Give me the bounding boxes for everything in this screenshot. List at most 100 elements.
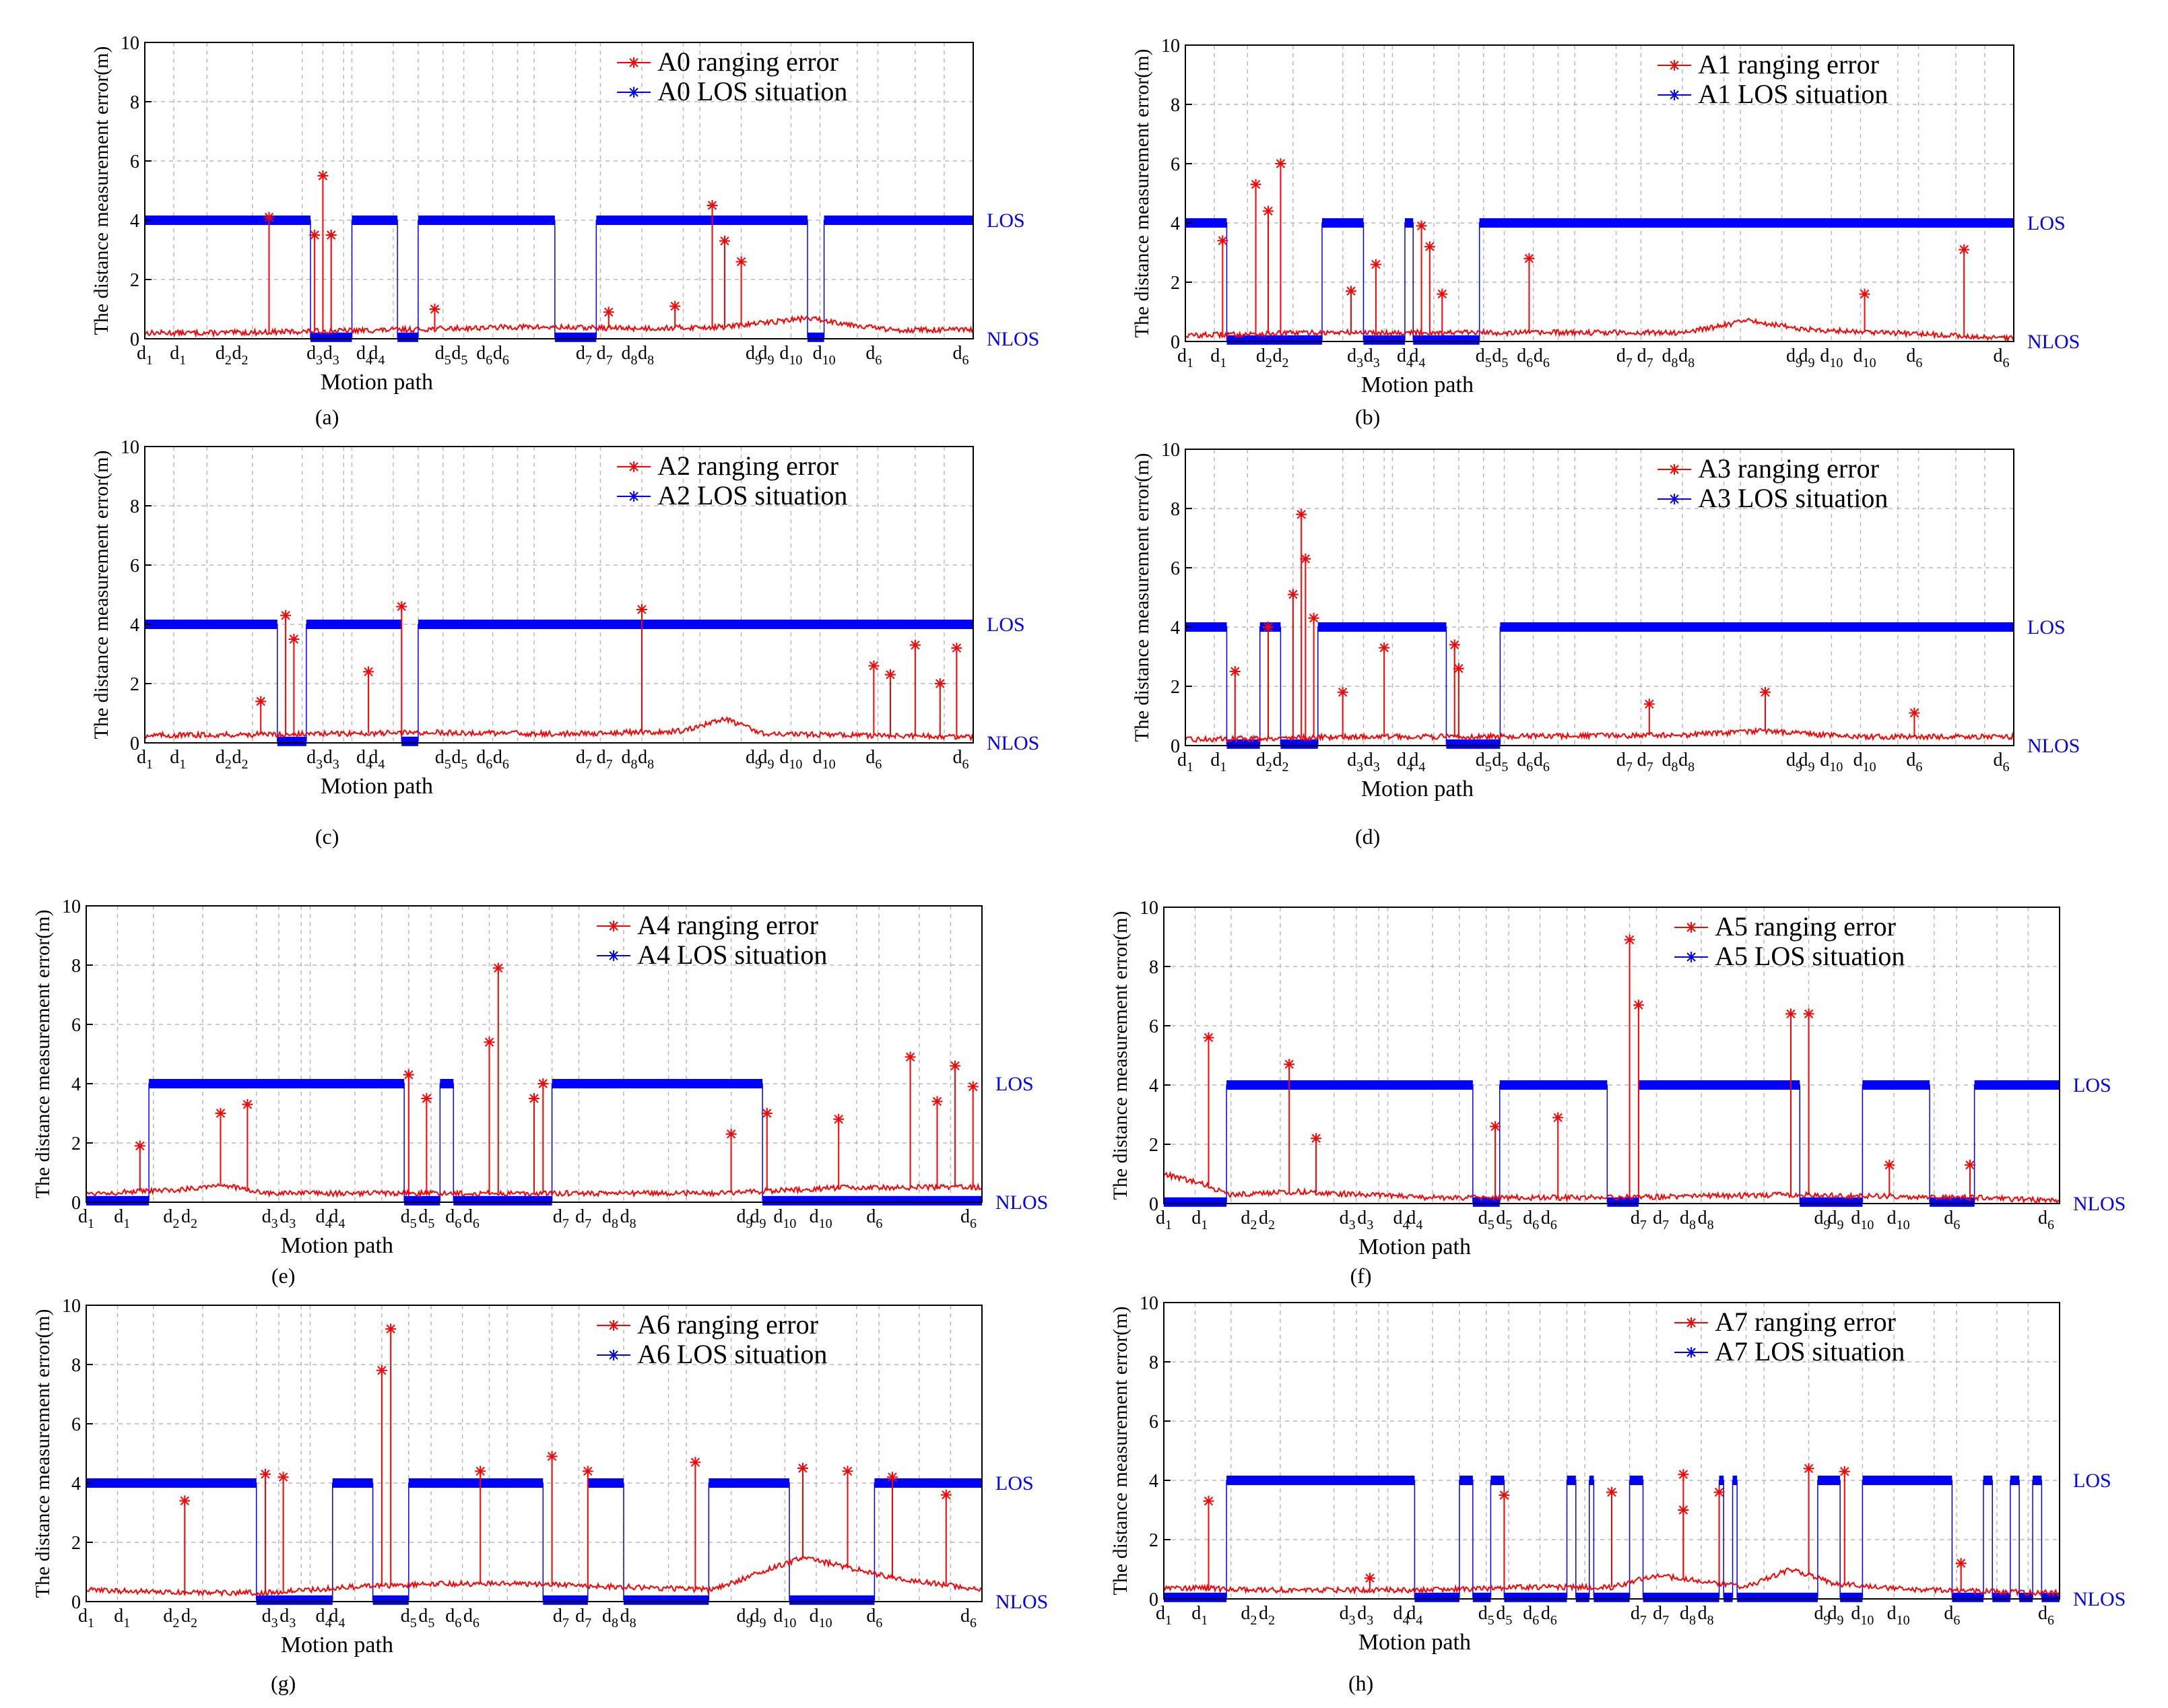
xtick-label: d6	[1534, 750, 1550, 775]
xtick-label: d10	[1887, 1208, 1910, 1233]
xtick-label: d8	[638, 747, 654, 772]
error-marker	[1296, 508, 1307, 520]
ytick-label: 8	[130, 92, 139, 113]
error-marker	[1490, 1121, 1501, 1132]
legend-marker	[608, 950, 620, 961]
xtick-label: d8	[620, 1206, 636, 1231]
xtick-label: d6	[1906, 346, 1922, 370]
error-marker	[1250, 178, 1261, 190]
ytick-label: 10	[62, 896, 81, 917]
los-band	[352, 216, 398, 225]
ytick-label: 8	[1149, 1352, 1158, 1373]
ytick-label: 8	[1171, 499, 1180, 520]
los-band	[874, 1478, 982, 1488]
los-band	[1226, 1476, 1415, 1485]
error-marker	[719, 235, 730, 247]
xtick-label: d10	[773, 1606, 796, 1631]
los-band	[1185, 218, 1227, 228]
los-band	[145, 620, 277, 629]
error-marker	[1229, 666, 1241, 677]
ytick-label: 6	[1171, 558, 1180, 579]
error-marker	[690, 1457, 701, 1468]
legend-entry: A3 LOS situation	[1698, 483, 1888, 513]
xtick-label: d1	[114, 1206, 130, 1231]
los-band	[1317, 622, 1447, 632]
error-marker	[669, 300, 681, 312]
error-marker	[931, 1096, 943, 1107]
xtick-label: d6	[476, 747, 492, 772]
ytick-label: 2	[71, 1533, 81, 1554]
los-label: LOS	[995, 1073, 1034, 1095]
xtick-label: d6	[2038, 1208, 2054, 1233]
nlos-band	[1363, 335, 1405, 345]
los-band	[1499, 1080, 1608, 1090]
xtick-label: d6	[1994, 750, 2010, 775]
xtick-label: d9	[1799, 750, 1815, 775]
error-marker	[1803, 1463, 1814, 1474]
xtick-label: d6	[1534, 346, 1550, 370]
error-marker	[1633, 999, 1644, 1011]
xtick-label: d1	[1177, 346, 1193, 370]
error-marker	[1311, 1133, 1322, 1144]
los-label: LOS	[987, 614, 1025, 636]
xtick-label: d6	[476, 343, 492, 368]
xtick-label: d6	[1517, 346, 1533, 370]
ytick-label: 8	[1171, 95, 1180, 116]
los-band	[709, 1478, 790, 1488]
xtick-label: d6	[1541, 1208, 1557, 1233]
xtick-label: d10	[779, 747, 802, 772]
xtick-label: d1	[114, 1606, 130, 1631]
legend-entry: A2 LOS situation	[657, 480, 847, 511]
ytick-label: 2	[1149, 1530, 1158, 1551]
error-marker	[725, 1128, 737, 1140]
xtick-label: d3	[1340, 1208, 1356, 1233]
los-band	[440, 1079, 454, 1088]
nlos-band	[762, 1195, 982, 1206]
los-label: LOS	[2073, 1470, 2111, 1492]
nlos-band	[1226, 335, 1322, 345]
los-band	[1321, 218, 1364, 228]
xtick-label: d8	[1678, 346, 1695, 370]
nlos-band	[808, 332, 824, 342]
y-axis-label: The distance measurement error(m)	[1131, 49, 1153, 338]
error-marker	[842, 1466, 853, 1477]
los-band	[1732, 1476, 1738, 1485]
legend-marker	[1686, 1347, 1697, 1358]
y-axis-label: The distance measurement error(m)	[32, 1309, 54, 1598]
error-marker	[833, 1113, 845, 1125]
ytick-label: 0	[71, 1193, 81, 1214]
xtick-label: d5	[451, 343, 467, 368]
xtick-label: d8	[1662, 750, 1678, 775]
error-marker	[707, 200, 718, 211]
nlos-band	[1413, 335, 1480, 345]
nlos-label: NLOS	[2073, 1193, 2126, 1215]
xtick-label: d3	[262, 1206, 278, 1231]
xtick-label: d3	[1357, 1208, 1373, 1233]
nlos-band	[401, 736, 418, 746]
xtick-label: d6	[2038, 1603, 2054, 1628]
xtick-label: d7	[576, 747, 592, 772]
los-band	[1500, 622, 2014, 632]
xtick-label: d7	[597, 343, 613, 368]
plot-frame	[144, 446, 974, 744]
error-marker	[967, 1081, 979, 1092]
xtick-label: d7	[575, 1206, 591, 1231]
error-marker	[255, 696, 267, 707]
error-marker	[260, 1468, 271, 1480]
los-situation-series	[1164, 1084, 2060, 1203]
nlos-label: NLOS	[995, 1191, 1048, 1214]
ytick-label: 4	[130, 211, 139, 232]
legend-marker	[1669, 60, 1680, 71]
nlos-band	[2041, 1592, 2060, 1602]
ytick-label: 2	[71, 1134, 81, 1154]
legend-entry: A7 LOS situation	[1715, 1336, 1905, 1367]
error-marker	[1760, 686, 1771, 698]
xtick-label: d8	[1698, 1603, 1714, 1628]
error-marker	[1523, 253, 1535, 264]
xtick-label: d5	[1478, 1208, 1494, 1233]
nlos-band	[1930, 1197, 1975, 1207]
xtick-label: d10	[1851, 1208, 1874, 1233]
